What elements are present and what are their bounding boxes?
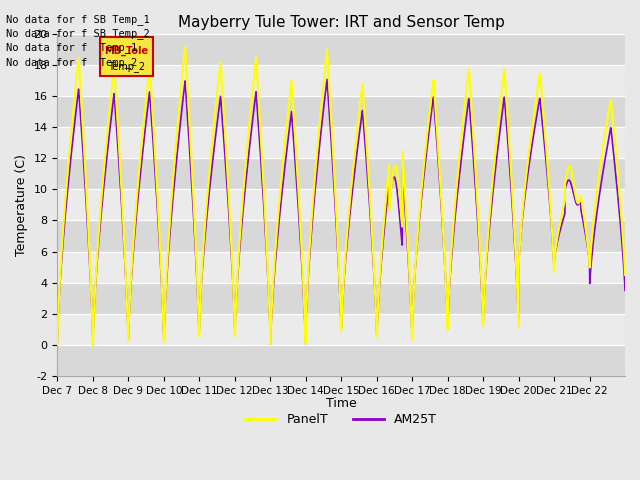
- Bar: [58, 127, 625, 158]
- Bar: [58, 96, 625, 127]
- Bar: [58, 65, 625, 96]
- Bar: [58, 345, 625, 376]
- Title: Mayberry Tule Tower: IRT and Sensor Temp: Mayberry Tule Tower: IRT and Sensor Temp: [178, 15, 504, 30]
- Bar: [58, 34, 625, 65]
- Y-axis label: Temperature (C): Temperature (C): [15, 154, 28, 256]
- Text: No data for f SB Temp_1: No data for f SB Temp_1: [6, 13, 150, 24]
- FancyBboxPatch shape: [100, 37, 153, 76]
- Bar: [58, 158, 625, 190]
- Text: No data for f  Temp_1: No data for f Temp_1: [6, 42, 138, 53]
- Text: Temp_2: Temp_2: [108, 61, 145, 72]
- Text: No data for f SB Temp_2: No data for f SB Temp_2: [6, 28, 150, 39]
- Text: MB_Tole: MB_Tole: [104, 46, 148, 56]
- Bar: [58, 220, 625, 252]
- Bar: [58, 252, 625, 283]
- Text: No data for f  Temp_2: No data for f Temp_2: [6, 57, 138, 68]
- Bar: [58, 283, 625, 314]
- Bar: [58, 314, 625, 345]
- X-axis label: Time: Time: [326, 397, 356, 410]
- Legend: PanelT, AM25T: PanelT, AM25T: [240, 408, 442, 431]
- Bar: [58, 190, 625, 220]
